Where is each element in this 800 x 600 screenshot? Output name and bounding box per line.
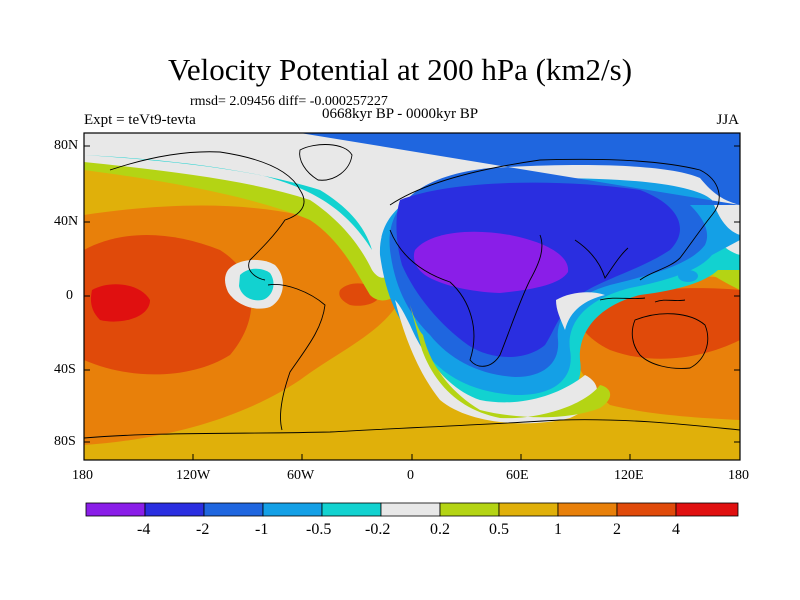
band-neg0.2-central-america (239, 268, 274, 301)
coast-south-america (267, 284, 326, 431)
x-label-120w: 120W (176, 468, 211, 483)
coast-australia (631, 313, 709, 369)
coast-antarctica (84, 419, 740, 439)
colorbar-box-6 (439, 502, 500, 517)
stats-line: rmsd= 2.09456 diff= -0.000257227 (190, 94, 388, 109)
coast-india-sea (574, 239, 629, 280)
colorbar-box-3 (262, 502, 323, 517)
map-title: Velocity Potential at 200 hPa (km2/s) (167, 52, 633, 87)
season-label: JJA (716, 112, 739, 128)
band-2-pacific (84, 235, 252, 375)
x-label-180-left: 180 (72, 468, 93, 483)
x-label-60e: 60E (506, 468, 529, 483)
period-label: 0668kyr BP - 0000kyr BP (322, 106, 479, 122)
y-label-0: 0 (66, 288, 73, 303)
colorbar (85, 502, 739, 517)
colorbar-box-8 (557, 502, 618, 517)
colorbar-box-5 (380, 502, 441, 517)
contour-field (84, 133, 740, 460)
coast-north-america (109, 151, 305, 281)
experiment-label: Expt = teVt9-tevta (84, 112, 196, 128)
band-0.2-south (410, 305, 611, 419)
y-label-80n: 80N (54, 138, 79, 153)
colorbar-label-neg4: -4 (137, 521, 151, 538)
axis-ticks (84, 145, 740, 460)
y-label-80s: 80S (54, 434, 76, 449)
colorbar-label-neg2: -2 (196, 521, 210, 538)
x-label-120e: 120E (614, 468, 644, 483)
band-neg4 (413, 231, 569, 293)
band-0-south (395, 300, 597, 424)
y-label-40s: 40S (54, 362, 76, 377)
x-label-180-right: 180 (728, 468, 749, 483)
coast-africa (389, 229, 543, 367)
band-2-indopacific (574, 288, 740, 359)
colorbar-label-05: 0.5 (489, 521, 509, 538)
colorbar-label-neg02: -0.2 (365, 521, 391, 538)
colorbar-label-neg05: -0.5 (306, 521, 332, 538)
colorbar-box-7 (498, 502, 559, 517)
band-4-pacific (90, 284, 150, 322)
colorbar-label-02: 0.2 (430, 521, 450, 538)
colorbar-box-4 (321, 502, 382, 517)
colorbar-label-1: 1 (554, 521, 562, 538)
coast-europe-asia (389, 158, 720, 281)
colorbar-box-0 (85, 502, 146, 517)
coastlines (84, 144, 740, 439)
colorbar-box-10 (675, 502, 739, 517)
band-neg0.5-japan (678, 270, 698, 282)
y-label-40n: 40N (54, 214, 79, 229)
coast-greenland (299, 144, 353, 181)
colorbar-label-4: 4 (672, 521, 680, 538)
colorbar-label-neg1: -1 (255, 521, 269, 538)
colorbar-label-2: 2 (613, 521, 621, 538)
colorbar-box-2 (203, 502, 264, 517)
colorbar-box-1 (144, 502, 205, 517)
colorbar-box-9 (616, 502, 677, 517)
x-label-0: 0 (407, 468, 414, 483)
x-label-60w: 60W (287, 468, 315, 483)
coast-indonesia (599, 297, 686, 303)
band-0-south-inner (556, 292, 605, 330)
